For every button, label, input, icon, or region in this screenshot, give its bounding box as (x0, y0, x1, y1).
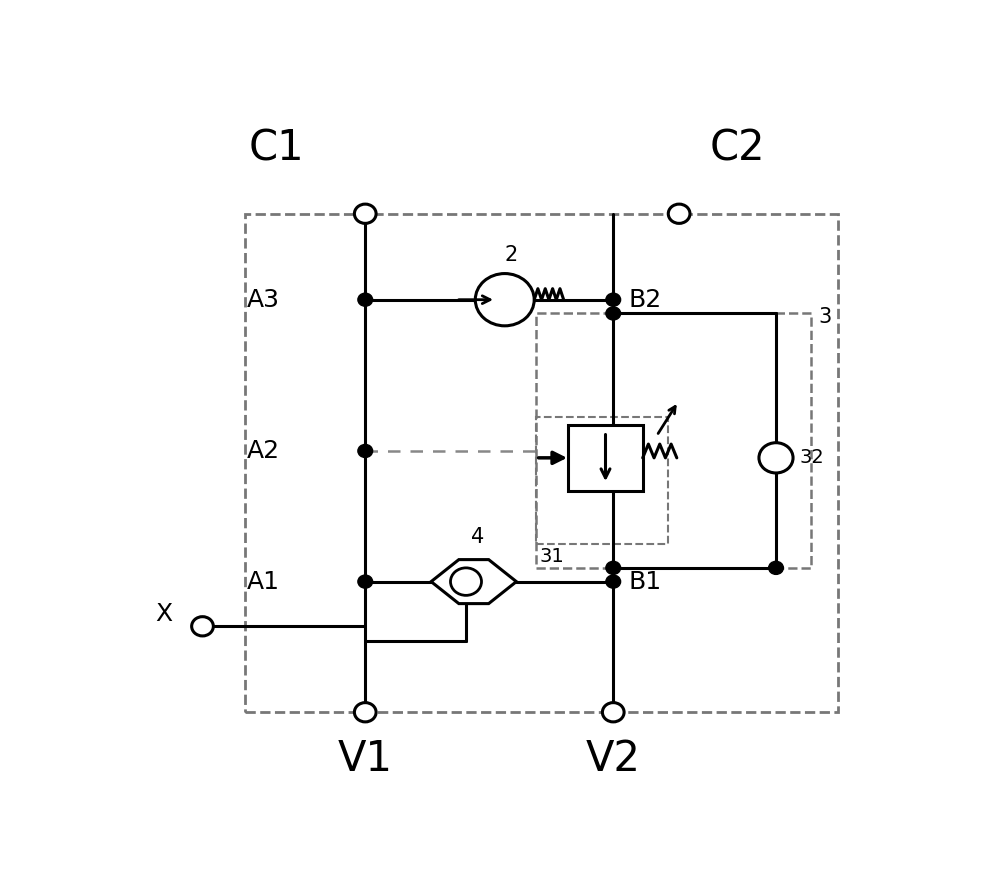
Text: A3: A3 (247, 288, 280, 312)
Bar (536, 416, 668, 544)
Polygon shape (431, 560, 516, 604)
Circle shape (354, 204, 376, 223)
Text: A2: A2 (247, 439, 280, 463)
Text: 3: 3 (819, 306, 832, 327)
Circle shape (358, 575, 373, 588)
Circle shape (606, 293, 621, 306)
Circle shape (358, 445, 373, 457)
Circle shape (769, 562, 783, 574)
Text: 4: 4 (471, 527, 484, 547)
Circle shape (475, 273, 534, 326)
Text: V2: V2 (586, 738, 641, 780)
Text: 2: 2 (504, 245, 518, 265)
Circle shape (450, 568, 482, 596)
Circle shape (192, 617, 213, 636)
Text: 31: 31 (540, 547, 564, 565)
Text: C2: C2 (710, 128, 765, 170)
Bar (536, 313, 811, 568)
Circle shape (606, 562, 621, 574)
Circle shape (358, 293, 373, 306)
Circle shape (606, 307, 621, 320)
Text: V1: V1 (338, 738, 393, 780)
Circle shape (606, 575, 621, 588)
Bar (245, 213, 838, 713)
Text: 32: 32 (799, 448, 824, 467)
Bar (568, 425, 643, 491)
Text: A1: A1 (247, 570, 280, 594)
Circle shape (354, 703, 376, 722)
Circle shape (602, 703, 624, 722)
Text: C1: C1 (248, 128, 304, 170)
Circle shape (759, 443, 793, 473)
Circle shape (668, 204, 690, 223)
Text: X: X (155, 602, 172, 626)
Text: B2: B2 (629, 288, 662, 312)
Text: B1: B1 (629, 570, 662, 594)
